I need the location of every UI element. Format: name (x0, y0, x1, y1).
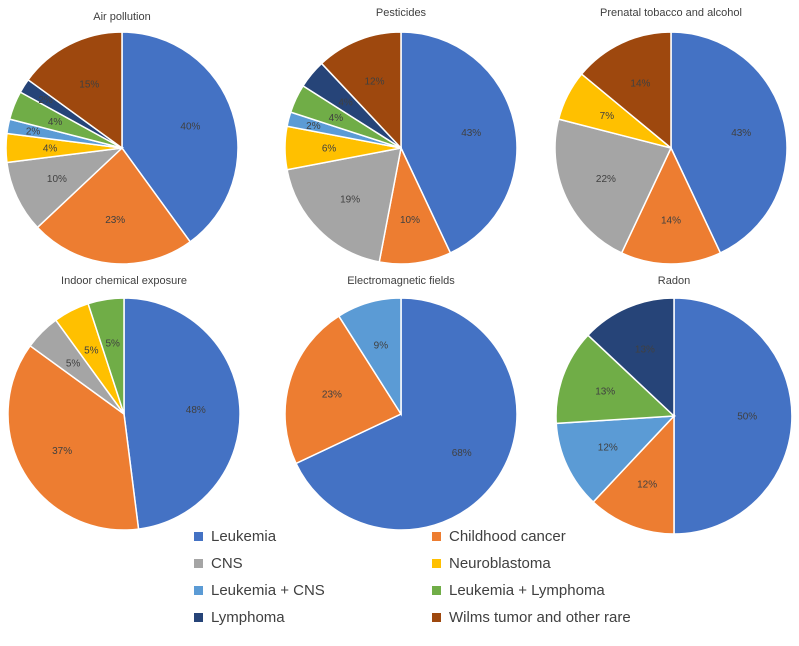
pie-slice-leukemia (121, 31, 239, 243)
legend-label: Wilms tumor and other rare (449, 609, 631, 626)
legend-item-neuroblastoma: Neuroblastoma (432, 555, 551, 572)
legend-swatch (432, 559, 441, 568)
pie-slice-wilms (27, 31, 123, 150)
slice-label: 5% (105, 339, 120, 350)
slice-label: 37% (52, 446, 72, 457)
pie-slice-cns (286, 147, 402, 263)
pie-slice-childhood (620, 146, 722, 265)
legend-swatch (194, 613, 203, 622)
slice-label: 23% (105, 215, 125, 226)
pie-chart-3: Prenatal tobacco and alcohol 43% 14% 22% 7% 1… (554, 7, 788, 265)
slice-label: 9% (374, 340, 389, 351)
pie-slice-leukemia (295, 297, 518, 531)
pie-slice-leukemia (400, 31, 518, 254)
legend-item-childhood: Childhood cancer (432, 528, 566, 545)
pie-slice-lymphoma (586, 297, 675, 418)
slice-label: 22% (596, 174, 616, 185)
legend-label: Neuroblastoma (449, 555, 551, 572)
slice-label: 48% (186, 405, 206, 416)
pie-chart-2: Pesticides 43% 10% 19% 6% 2% 4% 4% 12% (284, 7, 518, 265)
chart-title: Air pollution (93, 11, 150, 23)
slice-label: 23% (322, 389, 342, 400)
chart-title: Indoor chemical exposure (61, 275, 187, 287)
slice-label: 2% (306, 121, 321, 132)
legend-label: Leukemia (211, 528, 277, 545)
slice-label: 50% (737, 412, 757, 423)
slice-label: 10% (400, 215, 420, 226)
legend-item-wilms: Wilms tumor and other rare (432, 609, 631, 626)
pie-slice-leukemia (670, 31, 788, 254)
pie-slice-leukemia (673, 297, 793, 535)
slice-label: 2% (26, 127, 41, 138)
pie-slice-wilms (320, 31, 402, 150)
pie-slice-childhood (7, 344, 140, 531)
slice-label: 7% (600, 111, 615, 122)
legend-item-leuk-cns: Leukemia + CNS (194, 582, 325, 599)
slice-label: 13% (635, 344, 655, 355)
legend-swatch (194, 586, 203, 595)
slice-label: 4% (48, 117, 63, 128)
legend-swatch (194, 559, 203, 568)
slice-label: 15% (79, 79, 99, 90)
pie-slice-childhood (284, 315, 403, 465)
legend-item-leuk-lymph: Leukemia + Lymphoma (432, 582, 605, 599)
slice-label: 6% (322, 144, 337, 155)
slice-label: 68% (452, 448, 472, 459)
slice-label: 12% (637, 480, 657, 491)
chart-title: Prenatal tobacco and alcohol (600, 7, 742, 19)
legend-label: Childhood cancer (449, 528, 566, 545)
slice-label: 10% (47, 174, 67, 185)
pie-slice-cns (6, 146, 125, 229)
pie-slice-leuk_lymph (555, 334, 676, 425)
pie-slice-leuk_cns (337, 297, 402, 417)
legend-swatch (432, 613, 441, 622)
slice-label: 5% (66, 359, 81, 370)
slice-label: 5% (84, 345, 99, 356)
slice-label: 14% (661, 215, 681, 226)
chart-title: Pesticides (376, 7, 427, 19)
slice-label: 43% (461, 128, 481, 139)
pie-slice-wilms (580, 31, 672, 150)
slice-label: 40% (180, 121, 200, 132)
chart-title: Electromagnetic fields (347, 275, 455, 287)
legend-label: CNS (211, 555, 243, 572)
slice-label: 4% (43, 144, 58, 155)
slice-label: 12% (364, 77, 384, 88)
slice-label: 4% (329, 113, 344, 124)
legend-label: Leukemia + CNS (211, 582, 325, 599)
legend-label: Leukemia + Lymphoma (449, 582, 605, 599)
pie-slice-childhood (592, 414, 675, 535)
pie-slice-leuk_cns (555, 415, 676, 504)
slice-label: 4% (338, 98, 353, 109)
slice-label: 43% (731, 128, 751, 139)
legend-label: Lymphoma (211, 609, 285, 626)
pie-slice-leukemia (123, 297, 241, 530)
pie-slice-childhood (36, 146, 192, 265)
pie-chart-5: Electromagnetic fields 68% 23% 9% (284, 275, 518, 531)
slice-label: 2% (38, 95, 53, 106)
slice-label: 13% (595, 387, 615, 398)
legend-item-lymphoma: Lymphoma (194, 609, 285, 626)
legend-swatch (432, 532, 441, 541)
slice-label: 19% (340, 194, 360, 205)
pie-chart-6: Radon 50% 12% 12% 13% 13% (555, 275, 793, 535)
legend-swatch (432, 586, 441, 595)
legend-item-leukemia: Leukemia (194, 528, 276, 545)
pie-slice-childhood (378, 145, 452, 265)
legend-item-cns: CNS (194, 555, 243, 572)
chart-title: Radon (658, 275, 690, 287)
pie-slice-cns (554, 118, 673, 254)
slice-label: 12% (598, 443, 618, 454)
legend-swatch (194, 532, 203, 541)
pie-slice-leuk_lymph (87, 297, 125, 415)
slice-label: 14% (630, 78, 650, 89)
